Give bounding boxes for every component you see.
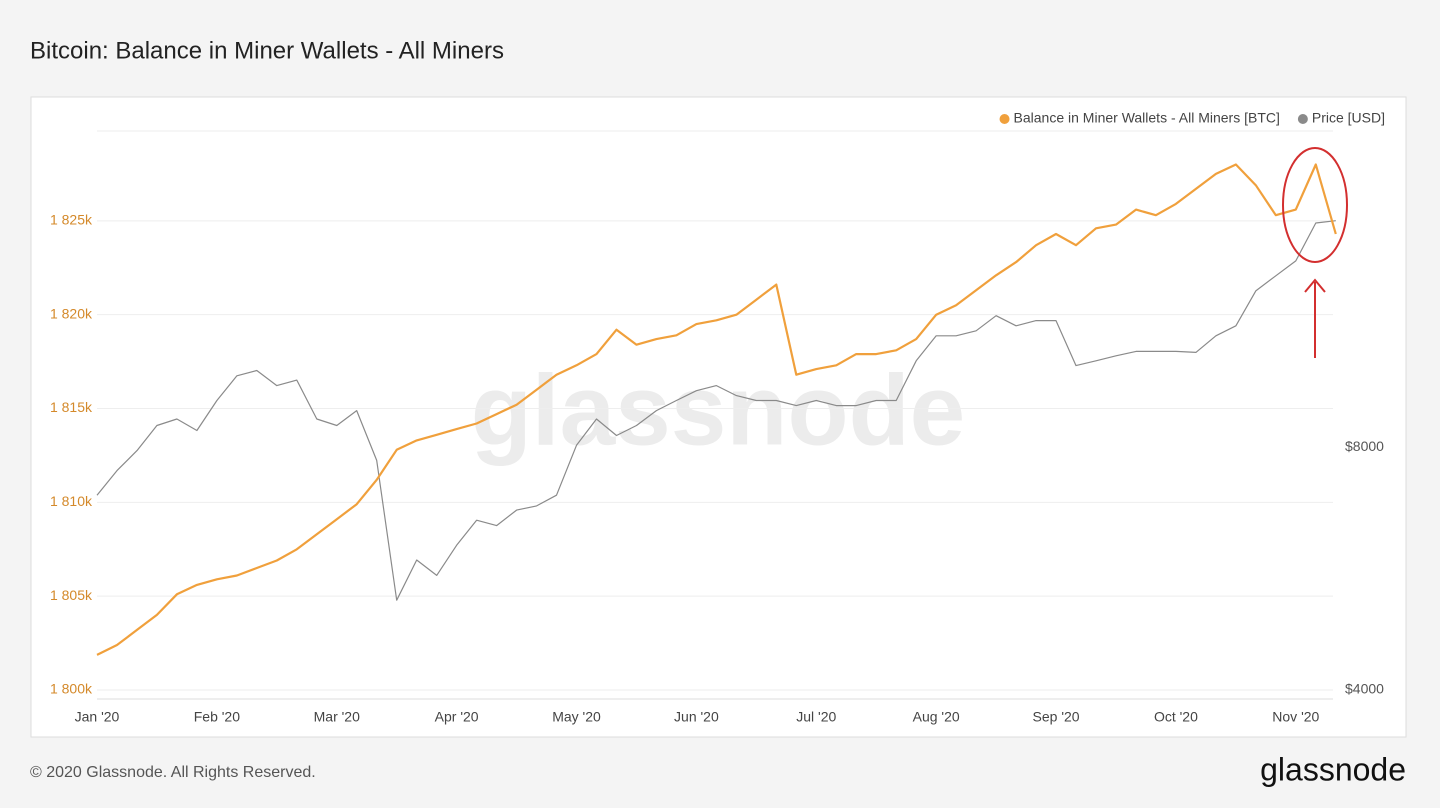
x-tick-label: Apr '20 [435, 709, 479, 725]
y2-tick-label: $4000 [1345, 681, 1384, 697]
chart-title: Bitcoin: Balance in Miner Wallets - All … [30, 37, 504, 64]
annotation-circle [1282, 147, 1348, 263]
y-tick-label: 1 825k [50, 212, 93, 228]
x-tick-label: Jan '20 [75, 709, 120, 725]
x-tick-label: Nov '20 [1272, 709, 1319, 725]
y2-tick-label: $8000 [1345, 438, 1384, 454]
copyright: © 2020 Glassnode. All Rights Reserved. [30, 764, 316, 781]
annotation-arrowhead [1304, 278, 1326, 293]
x-tick-label: Oct '20 [1154, 709, 1198, 725]
y-tick-label: 1 815k [50, 399, 93, 415]
y-tick-label: 1 800k [50, 681, 93, 697]
y-tick-label: 1 805k [50, 587, 93, 603]
logo: glassnode [1260, 751, 1406, 787]
legend-label: Price [USD] [1312, 110, 1385, 126]
line-series [96, 163, 1337, 656]
x-tick-label: Jun '20 [674, 709, 719, 725]
watermark: glassnode [471, 354, 966, 466]
x-tick-label: May '20 [552, 709, 601, 725]
x-tick-label: Mar '20 [314, 709, 360, 725]
line-series [96, 220, 1336, 601]
y-tick-label: 1 820k [50, 305, 93, 321]
x-tick-label: Feb '20 [194, 709, 240, 725]
y-tick-label: 1 810k [50, 493, 93, 509]
legend-swatch [1297, 114, 1308, 124]
x-tick-label: Jul '20 [796, 709, 836, 725]
x-tick-label: Aug '20 [913, 709, 960, 725]
legend-label: Balance in Miner Wallets - All Miners [B… [1014, 110, 1280, 126]
legend-swatch [999, 114, 1010, 124]
x-tick-label: Sep '20 [1033, 709, 1080, 725]
